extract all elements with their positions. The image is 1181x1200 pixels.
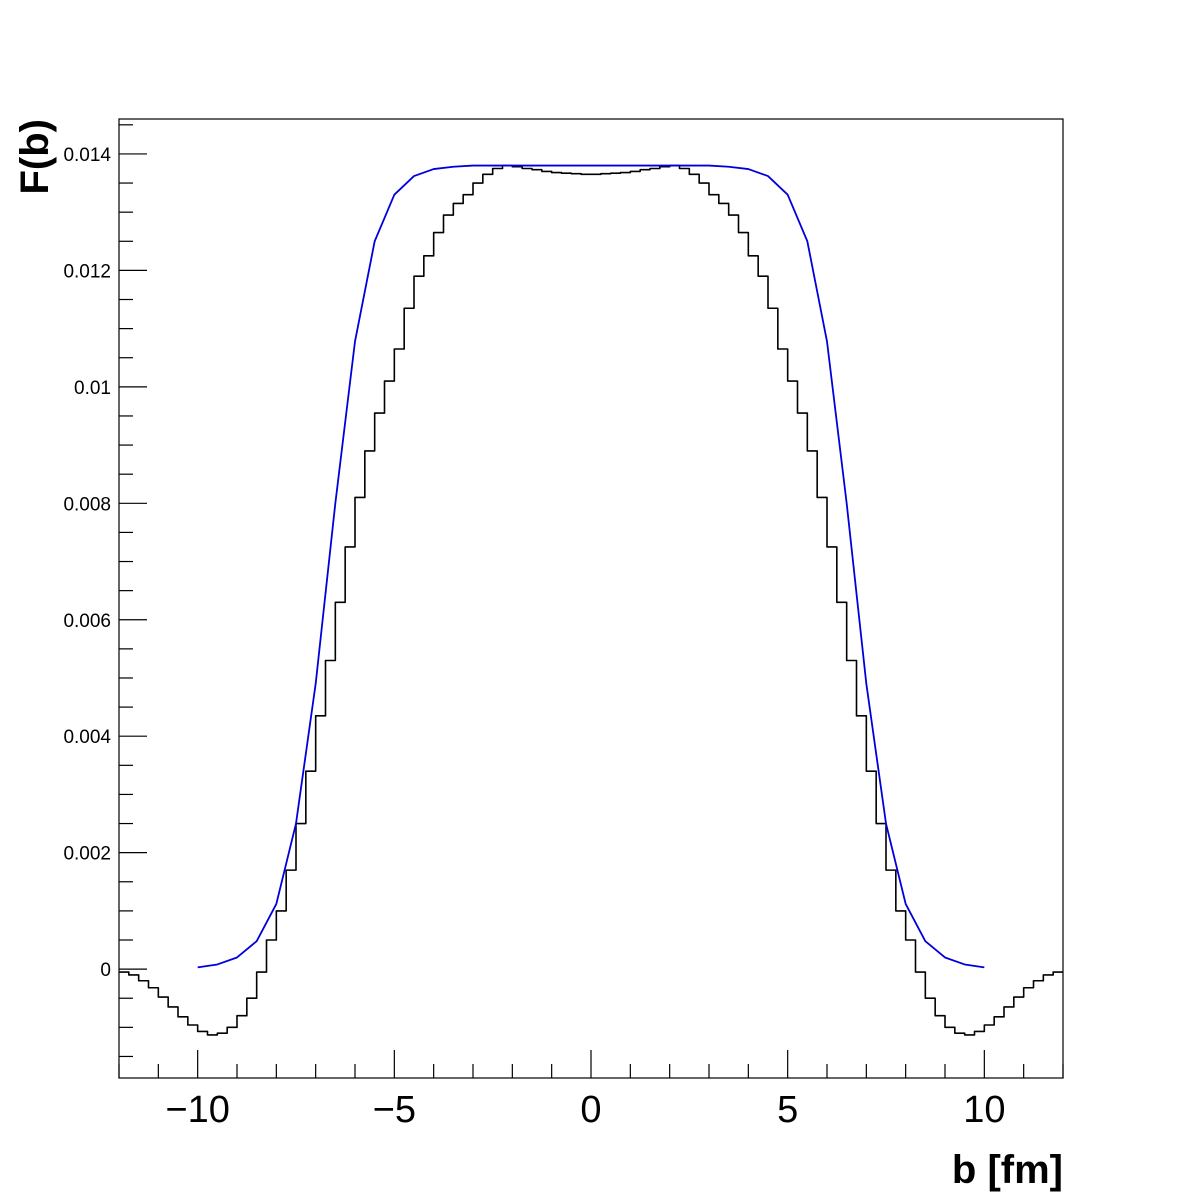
x-axis-title: b [fm] <box>952 1148 1063 1192</box>
x-tick-label: 5 <box>777 1089 798 1131</box>
y-tick-label: 0.004 <box>63 727 111 748</box>
y-axis-title: F(b) <box>13 119 57 195</box>
x-tick-labels: −10 −5 0 5 10 <box>165 1089 1005 1131</box>
x-tick-label: −5 <box>373 1089 416 1131</box>
y-tick-label: 0.006 <box>63 611 111 632</box>
x-tick-label: −10 <box>165 1089 229 1131</box>
x-tick-label: 0 <box>580 1089 601 1131</box>
y-tick-label: 0.014 <box>63 145 111 166</box>
y-tick-label: 0.002 <box>63 844 111 865</box>
y-tick-label: 0.008 <box>63 494 111 515</box>
histogram-series-line <box>119 164 1063 1036</box>
x-axis-ticks <box>118 1050 1064 1078</box>
fit-curve-line <box>197 164 985 969</box>
x-tick-label: 10 <box>963 1089 1005 1131</box>
y-tick-label: 0.012 <box>63 261 111 282</box>
y-axis-ticks <box>119 124 147 1058</box>
y-tick-labels: 0 0.002 0.004 0.006 0.008 0.01 0.012 0.014 <box>63 145 111 981</box>
series-layer <box>119 164 1063 1036</box>
y-tick-label: 0.01 <box>74 378 111 399</box>
y-tick-label: 0 <box>100 960 111 981</box>
